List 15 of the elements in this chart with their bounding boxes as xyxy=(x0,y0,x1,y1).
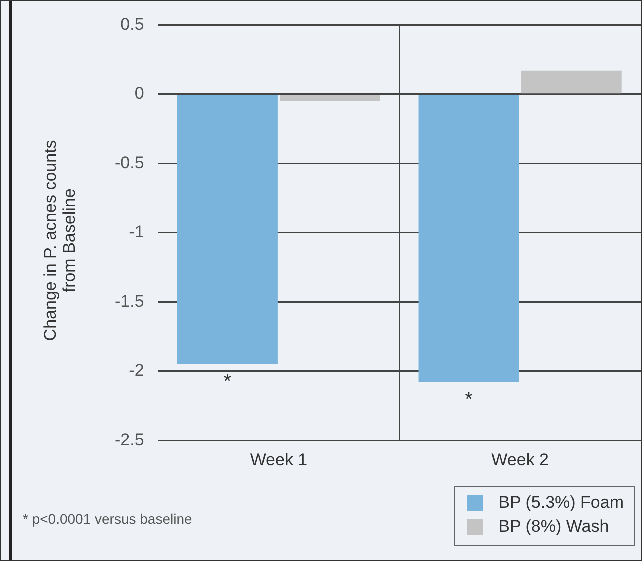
y-axis-title: Change in P. acnes counts from Baseline xyxy=(40,140,79,342)
y-tick-label: 0.5 xyxy=(120,14,144,34)
annotation: * xyxy=(465,388,474,411)
y-tick-label: 0 xyxy=(134,84,144,104)
y-tick-label: -2 xyxy=(129,361,144,380)
x-tick-label: Week 2 xyxy=(492,450,549,470)
y-tick-label: -0.5 xyxy=(114,153,144,172)
legend-label: BP (5.3%) Foam xyxy=(498,493,624,513)
x-tick-label: Week 1 xyxy=(250,450,308,470)
text: * p<0.0001 versus baseline xyxy=(23,511,192,527)
legend-label: BP (8%) Wash xyxy=(498,517,610,537)
y-tick-label: -1 xyxy=(129,222,144,242)
y-tick-label: -1.5 xyxy=(114,292,144,311)
y-tick-label: -2.5 xyxy=(114,430,144,450)
annotation: * xyxy=(224,370,232,393)
